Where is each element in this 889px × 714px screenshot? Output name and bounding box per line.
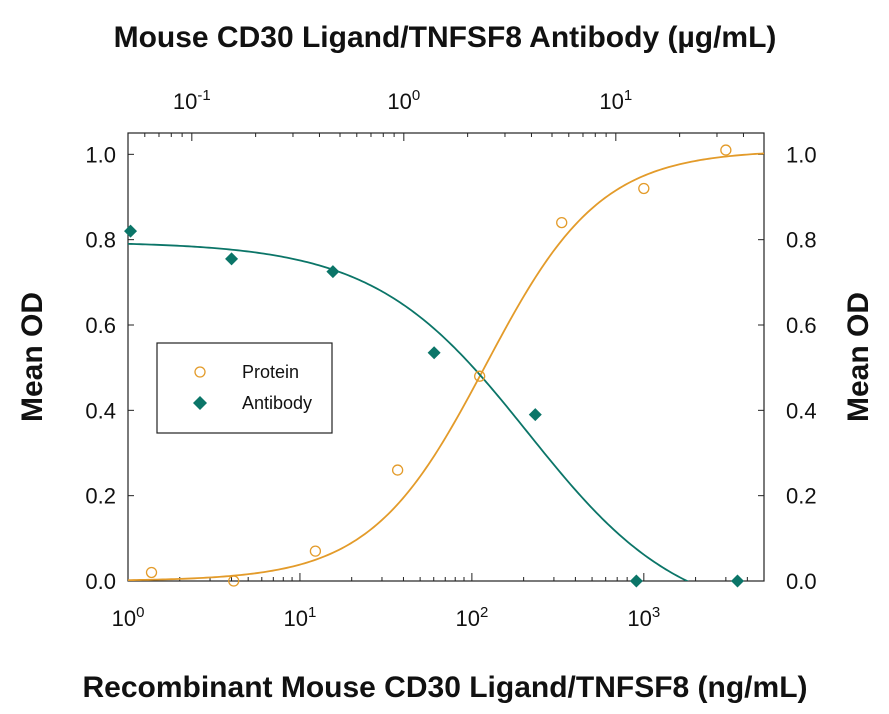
y-tick-label-right: 0.0 [786,569,817,594]
x-tick-label: 100 [112,604,145,631]
top-axis-title: Mouse CD30 Ligand/TNFSF8 Antibody (µg/mL… [114,21,777,54]
data-point-protein [720,144,732,156]
data-point-antibody [629,574,643,588]
legend-box [156,342,333,434]
data-point-protein [391,464,404,476]
y-tick-label-left: 0.2 [85,484,116,509]
data-point-protein [474,370,486,382]
y-tick-label-right: 0.6 [786,313,817,338]
data-point-protein [638,182,650,195]
data-point-antibody [528,408,542,422]
x-tick-label: 101 [284,604,317,631]
data-point-antibody [427,346,441,360]
y-tick-label-left: 0.6 [85,313,116,338]
x2-tick-label: 100 [387,87,420,114]
x-tick-label: 102 [455,604,488,631]
data-point-antibody [225,252,239,266]
legend-antibody-marker [193,396,207,410]
x2-tick-label: 10-1 [173,87,211,114]
data-point-protein [556,216,568,229]
left-y-axis-title: Mean OD [16,292,49,422]
data-point-antibody [124,224,138,238]
data-point-protein [309,545,322,557]
data-point-antibody [326,265,340,279]
plot-frame [127,132,765,582]
y-tick-label-right: 0.8 [786,228,817,253]
data-point-protein [228,575,240,587]
bottom-axis-title: Recombinant Mouse CD30 Ligand/TNFSF8 (ng… [82,671,807,704]
y-tick-label-left: 0.4 [85,398,116,423]
x-tick-label: 103 [627,604,660,631]
legend-antibody-label: Antibody [242,393,312,413]
data-point-antibody [731,574,745,588]
axes-layer: 0.0 0.0 0.2 0.2 0.4 0.4 0.6 0.6 0.8 0.8 1.0 1.0 100 1… [85,87,816,631]
y-tick-label-left: 1.0 [85,142,116,167]
x2-tick-label: 101 [599,87,632,114]
y-tick-label-right: 0.2 [786,484,817,509]
legend: Protein Antibody [156,342,333,434]
legend-protein-label: Protein [242,362,299,382]
y-tick-label-left: 0.0 [85,569,116,594]
y-tick-label-left: 0.8 [85,228,116,253]
data-point-protein [145,566,158,579]
legend-protein-marker [194,366,206,378]
right-y-axis-title: Mean OD [842,292,875,422]
data-points [124,144,745,588]
y-tick-label-right: 1.0 [786,142,817,167]
fit-curve-antibody [128,242,690,581]
y-tick-label-right: 0.4 [786,398,817,423]
